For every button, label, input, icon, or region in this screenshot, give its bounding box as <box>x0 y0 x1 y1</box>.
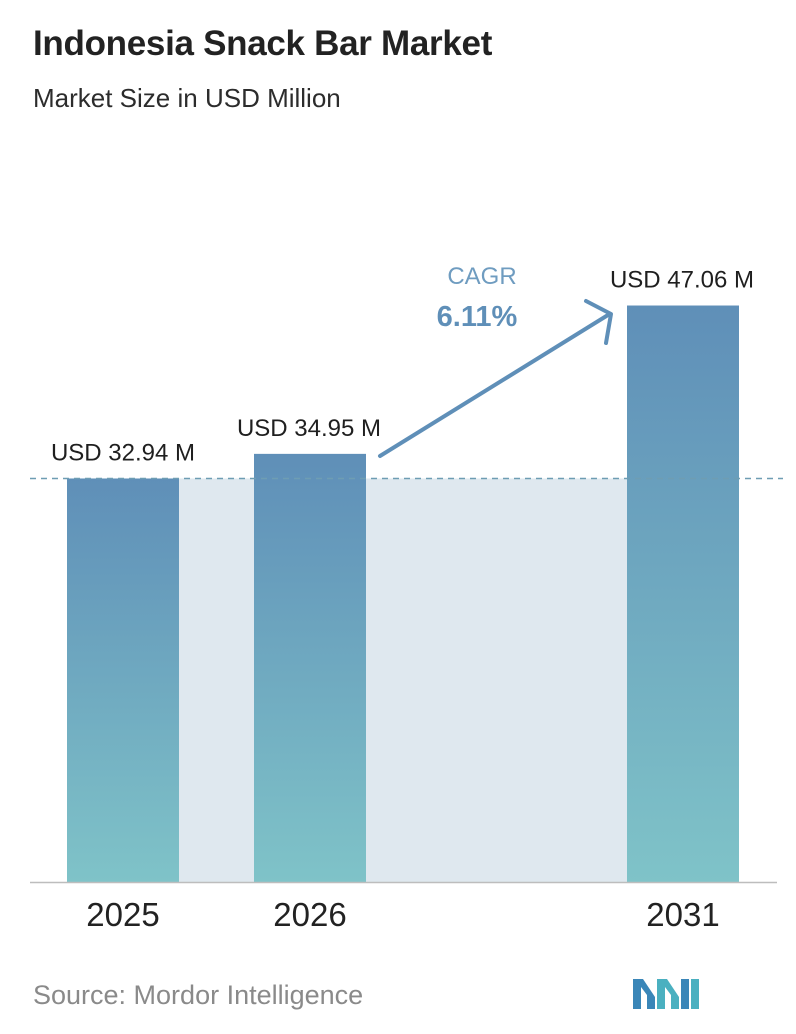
data-label-2025: USD 32.94 M <box>51 439 195 466</box>
mordor-intelligence-logo <box>633 979 699 1009</box>
cagr-arrow-head <box>584 299 613 345</box>
cagr-value: 6.11% <box>437 301 518 333</box>
x-tick-2026: 2026 <box>273 896 346 933</box>
data-label-2026: USD 34.95 M <box>237 415 381 442</box>
x-tick-2031: 2031 <box>646 896 719 933</box>
cagr-arrow <box>378 313 610 458</box>
bar-2026 <box>254 453 366 882</box>
data-label-2031: USD 47.06 M <box>610 267 754 294</box>
bar-2025 <box>67 478 179 882</box>
cagr-label: CAGR <box>447 263 516 290</box>
source-note: Source: Mordor Intelligence <box>33 980 364 1010</box>
x-tick-2025: 2025 <box>86 896 159 933</box>
chart-subtitle: Market Size in USD Million <box>33 83 341 113</box>
bar-2031 <box>627 305 739 882</box>
chart-title: Indonesia Snack Bar Market <box>33 24 493 63</box>
